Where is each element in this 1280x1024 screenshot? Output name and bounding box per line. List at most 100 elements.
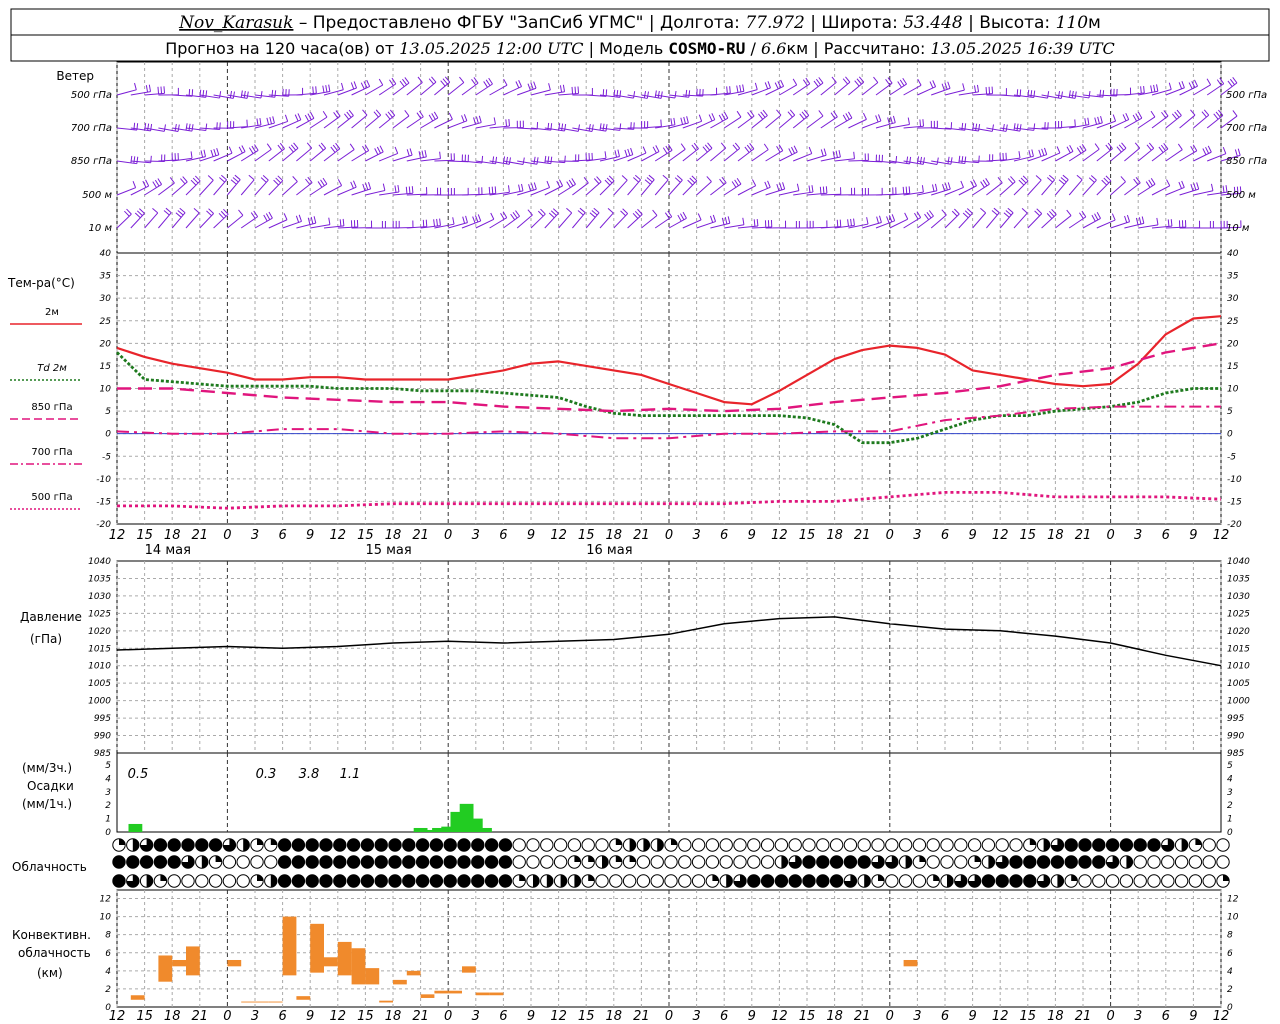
wind-barb-feather (190, 151, 193, 159)
wind-barb-feather (1201, 111, 1207, 118)
wind-barb-feather (550, 156, 553, 164)
prec-tick-left: 1 (105, 815, 111, 825)
wind-barb-feather (660, 119, 662, 127)
cloud-symbol (595, 838, 609, 852)
pres-tick-right: 1020 (1227, 627, 1250, 637)
cloud-fraction (160, 874, 167, 881)
wind-barb-feather (169, 177, 175, 184)
x-tick-conv: 18 (164, 1009, 181, 1024)
wind-barb (972, 127, 993, 132)
wind-barb-feather (686, 116, 689, 124)
wind-barb-feather (1132, 114, 1138, 122)
wind-barb-feather (527, 209, 533, 216)
x-tick-temp: 12 (330, 528, 347, 543)
wind-barb-feather (150, 123, 153, 131)
cloud-symbol (305, 874, 319, 888)
x-tick-conv: 21 (633, 1009, 650, 1024)
legend-label: 700 гПа (31, 447, 72, 458)
wind-barb-feather (954, 208, 960, 215)
cloud-symbol (636, 874, 651, 888)
wind-level-right: 500 гПа (1226, 90, 1267, 101)
wind-barb-feather (547, 156, 550, 164)
wind-barb-feather (660, 91, 663, 99)
wind-barb-feather (633, 91, 636, 99)
x-tick-temp: 12 (992, 528, 1009, 543)
wind-barb (434, 159, 455, 162)
model-label: Модель (599, 39, 663, 58)
cloud-fraction (146, 874, 153, 888)
wind-barb (420, 225, 441, 229)
wind-barb-feather (1203, 109, 1210, 116)
convective-bars (130, 916, 918, 1003)
wind-barb-feather (1047, 177, 1053, 183)
wind-barb-feather (637, 208, 643, 215)
cloud-fraction (257, 838, 264, 845)
wind-barb-feather (362, 183, 366, 191)
wind-barb-feather (1074, 119, 1076, 127)
wind-barb-feather (1158, 146, 1164, 153)
wind-barb-feather (328, 84, 331, 92)
wind-barb-feather (306, 142, 313, 149)
wind-barb-feather (767, 180, 771, 188)
wind-barb-feather (515, 81, 520, 89)
x-tick-temp: 9 (527, 528, 535, 543)
wind-barb-feather (1163, 110, 1169, 117)
cloud-symbol (457, 874, 471, 888)
cloud-symbol (1174, 855, 1189, 869)
wind-barb (1069, 94, 1090, 99)
wind-barb (958, 127, 979, 132)
cloud-symbol (898, 874, 913, 888)
cloud-symbol (926, 838, 940, 852)
cloud-fraction (1195, 838, 1202, 845)
wind-barb (144, 212, 159, 229)
cloud-symbol (208, 874, 223, 888)
cloud-symbol (526, 855, 540, 869)
wind-barb-feather (428, 78, 435, 85)
wind-barb-feather (951, 210, 958, 217)
wind-barb-feather (376, 146, 381, 154)
wind-barb-feather (562, 84, 566, 92)
wind-barb (1055, 125, 1076, 129)
wind-barb-feather (428, 114, 434, 122)
wind-barb-feather (976, 84, 980, 92)
precip-total: 3.8 (299, 767, 320, 782)
temp-tick-right: -5 (1227, 452, 1236, 462)
wind-barb-feather (510, 213, 516, 221)
wind-barb-feather (936, 157, 939, 165)
wind-barb-feather (417, 76, 423, 83)
cloud-symbol (333, 838, 347, 852)
wind-barb-feather (402, 78, 408, 86)
wind-barb-feather (272, 116, 275, 124)
wind-barb (875, 160, 896, 164)
cloud-symbol (788, 874, 802, 888)
wind-barb-feather (1174, 111, 1180, 118)
wind-barb (227, 179, 241, 196)
cloud-symbol (346, 838, 361, 852)
wind-barb-feather (657, 90, 660, 98)
wind-barb (1193, 114, 1210, 129)
wind-barb-feather (712, 214, 717, 222)
wind-barb-feather (1041, 148, 1045, 156)
wind-barb-feather (494, 186, 497, 194)
wind-barb-feather (818, 77, 824, 84)
forecast-start: 13.05.2025 12:00 UTC (399, 39, 583, 58)
wind-barb-feather (1079, 212, 1084, 219)
wind-barb (572, 159, 593, 162)
wind-barb-feather (756, 219, 759, 227)
wind-barb-feather (1062, 174, 1069, 181)
svg-text:Nov_Karasuk – Предоставлено ФГ: Nov_Karasuk – Предоставлено ФГБУ "ЗапСиб… (178, 13, 1101, 33)
wind-barb-feather (680, 117, 684, 125)
cloud-symbol (181, 874, 195, 888)
cloud-symbol (374, 838, 388, 852)
wind-barb (1165, 149, 1183, 162)
wind-barb-feather (234, 174, 241, 181)
wind-barb (434, 81, 451, 96)
cloud-symbol (346, 874, 361, 888)
wind-barb-feather (502, 156, 506, 164)
cloud-symbol (484, 838, 499, 852)
wind-barb-feather (960, 180, 964, 188)
wind-barb (172, 157, 193, 162)
wind-barb-feather (788, 148, 793, 155)
wind-barb (144, 160, 165, 163)
wind-barb (254, 122, 275, 129)
